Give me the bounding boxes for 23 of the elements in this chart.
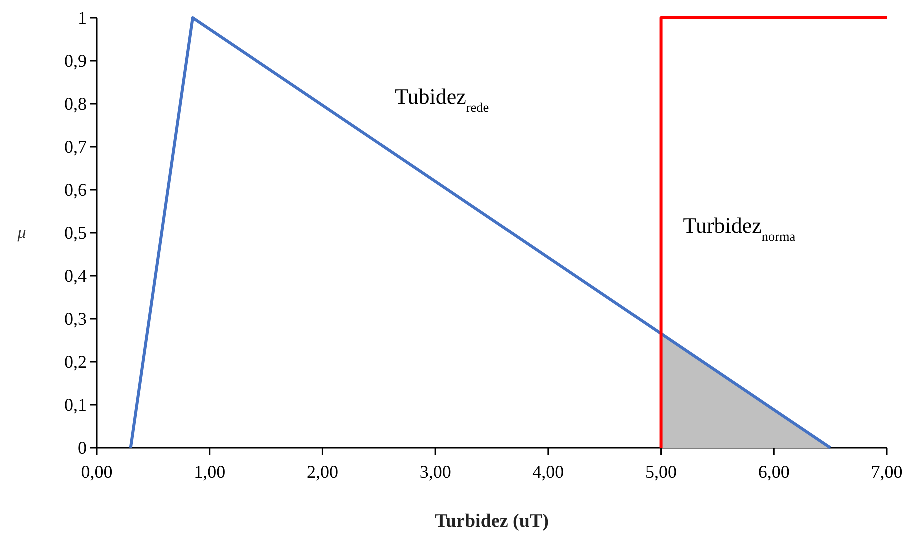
x-tick-label: 0,00 [81, 462, 113, 482]
x-tick-label: 4,00 [532, 462, 564, 482]
x-tick-label: 7,00 [871, 462, 903, 482]
y-tick-label: 0,5 [64, 222, 87, 243]
y-tick-label: 0,4 [64, 266, 87, 286]
x-tick-label: 5,00 [646, 462, 678, 482]
y-tick-label: 0,6 [64, 180, 87, 200]
y-axis-title: μ [16, 223, 26, 242]
y-tick-label: 0 [78, 438, 87, 458]
x-tick-label: 2,00 [306, 462, 338, 482]
y-tick-label: 1 [78, 8, 87, 28]
x-tick-label: 3,00 [420, 462, 452, 482]
y-tick-label: 0,9 [64, 50, 87, 71]
x-tick-label: 1,00 [194, 462, 226, 482]
x-tick-label: 6,00 [758, 462, 790, 482]
y-tick-label: 0,7 [64, 136, 87, 157]
y-tick-label: 0,8 [64, 94, 87, 114]
series-label: Tubidez$_{rede}$ [395, 84, 490, 115]
y-tick-label: 0,1 [64, 394, 87, 415]
y-tick-label: 0,3 [64, 308, 87, 329]
series-label: Turbidez$_{norma}$ [683, 213, 796, 244]
y-tick-label: 0,2 [64, 352, 87, 372]
x-axis-title: Turbidez (uT) [435, 511, 549, 532]
